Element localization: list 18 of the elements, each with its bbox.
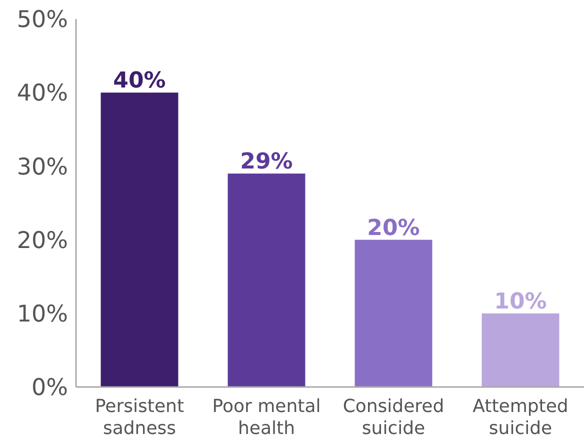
data-label: 10%: [494, 289, 547, 314]
y-tick-label: 20%: [16, 228, 68, 254]
y-tick-label: 50%: [16, 7, 68, 34]
y-tick-label: 0%: [32, 375, 68, 402]
bar: [354, 240, 432, 387]
bar: [482, 313, 560, 387]
x-tick-label: Considered suicide: [342, 396, 444, 439]
bar: [228, 174, 306, 387]
x-tick-label: Poor mental health: [212, 396, 321, 439]
x-tick-label: Attempted suicide: [472, 396, 568, 439]
data-label: 29%: [240, 150, 293, 175]
data-label: 20%: [367, 216, 420, 241]
y-tick-label: 40%: [16, 80, 68, 107]
bar: [100, 92, 178, 387]
x-tick-label: Persistent sadness: [94, 396, 184, 439]
y-tick-label: 10%: [16, 301, 68, 328]
data-label: 40%: [113, 68, 166, 94]
y-tick-label: 30%: [16, 154, 68, 180]
